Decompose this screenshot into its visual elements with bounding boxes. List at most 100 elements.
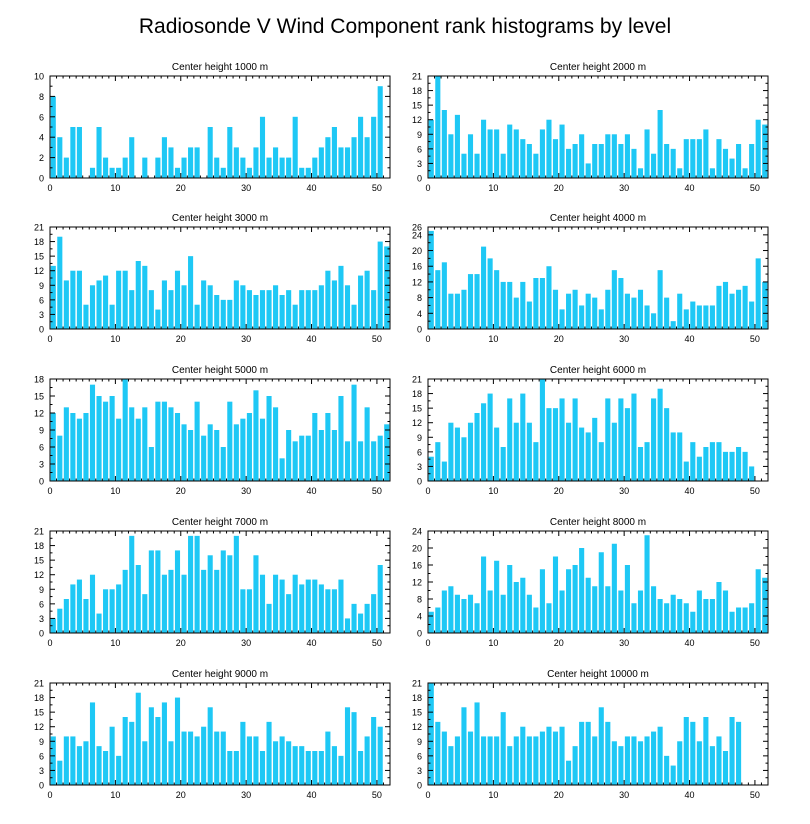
histogram-bar <box>220 167 226 178</box>
histogram-bar <box>325 731 331 785</box>
histogram-bar <box>579 305 585 329</box>
histogram-bar <box>57 137 63 178</box>
histogram-bar <box>168 407 174 481</box>
histogram-bar <box>428 230 434 329</box>
histogram-bar <box>57 608 63 633</box>
y-tick-label: 6 <box>39 295 44 305</box>
histogram-bar <box>142 265 148 329</box>
histogram-bar <box>566 293 572 329</box>
histogram-bar <box>690 442 696 481</box>
x-tick-label: 10 <box>110 486 120 496</box>
histogram-bar <box>371 290 377 329</box>
histogram-bar <box>155 309 161 329</box>
y-tick-label: 9 <box>39 737 44 747</box>
histogram-bar <box>174 167 181 178</box>
histogram-bar <box>214 569 220 633</box>
x-tick-label: 20 <box>176 486 186 496</box>
histogram-bar <box>312 290 318 329</box>
histogram-bar <box>637 590 644 633</box>
y-tick-label: 0 <box>39 629 44 639</box>
histogram-bar <box>441 590 447 633</box>
histogram-bar <box>201 435 207 481</box>
histogram-bar <box>611 422 617 481</box>
histogram-bar <box>351 384 357 481</box>
histogram-bar <box>520 577 526 633</box>
histogram-bar <box>174 550 181 633</box>
histogram-bar <box>579 134 585 178</box>
histogram-bar <box>109 304 115 329</box>
histogram-bar <box>142 157 148 178</box>
panel-title: Center height 9000 m <box>172 669 268 680</box>
y-tick-label: 9 <box>39 281 44 291</box>
y-tick-label: 21 <box>34 223 44 233</box>
histogram-bar <box>83 304 89 329</box>
histogram-bar <box>552 408 559 481</box>
x-tick-label: 40 <box>685 638 695 648</box>
histogram-bar <box>384 424 390 481</box>
panel-title: Center height 6000 m <box>550 365 646 376</box>
histogram-bar <box>546 408 552 481</box>
histogram-bar <box>371 717 377 785</box>
histogram-bar <box>364 407 370 481</box>
histogram-bar <box>103 157 109 178</box>
histogram-bar <box>76 746 82 785</box>
x-tick-label: 30 <box>619 183 629 193</box>
y-tick-label: 12 <box>412 578 422 588</box>
histogram-bar <box>233 280 239 329</box>
histogram-bar <box>749 301 755 329</box>
y-tick-label: 0 <box>417 325 422 335</box>
x-tick-label: 20 <box>554 334 564 344</box>
histogram-bar <box>83 413 89 481</box>
histogram-bar <box>142 594 148 633</box>
histogram-bar <box>722 148 729 178</box>
y-tick-label: 18 <box>412 389 422 399</box>
histogram-bar <box>161 702 167 785</box>
histogram-bar <box>292 116 298 178</box>
histogram-bar <box>122 157 128 178</box>
histogram-bar <box>240 285 246 329</box>
x-tick-label: 50 <box>372 790 382 800</box>
histogram-bar <box>461 599 467 633</box>
histogram-bar <box>539 569 545 633</box>
x-tick-label: 20 <box>554 638 564 648</box>
histogram-bar <box>129 535 135 633</box>
x-tick-label: 0 <box>425 334 430 344</box>
y-tick-label: 3 <box>417 462 422 472</box>
histogram-bar <box>677 432 683 481</box>
histogram-bar <box>461 437 467 481</box>
histogram-bar <box>709 305 715 329</box>
histogram-bar <box>467 422 474 481</box>
histogram-bar <box>664 144 670 178</box>
histogram-bar <box>631 736 637 785</box>
histogram-bar <box>703 447 709 481</box>
histogram-bar <box>246 736 252 785</box>
histogram-bar <box>507 565 513 633</box>
histogram-bar <box>273 147 279 178</box>
y-tick-label: 15 <box>412 101 422 111</box>
histogram-bar <box>351 603 357 633</box>
y-tick-label: 12 <box>412 115 422 125</box>
y-tick-label: 21 <box>34 679 44 689</box>
x-tick-label: 50 <box>750 638 760 648</box>
panel-title: Center height 7000 m <box>172 517 268 528</box>
histogram-bar <box>371 594 377 633</box>
y-tick-label: 6 <box>39 599 44 609</box>
histogram-bar <box>351 137 357 178</box>
histogram-bar <box>70 584 76 633</box>
histogram-bar <box>89 384 96 481</box>
x-tick-label: 40 <box>307 638 317 648</box>
histogram-bar <box>598 309 604 329</box>
histogram-bar <box>135 418 141 481</box>
histogram-bar <box>618 398 624 481</box>
histogram-bar <box>592 736 598 785</box>
histogram-bar <box>533 442 539 481</box>
histogram-bar <box>344 707 351 785</box>
histogram-bar <box>566 422 572 481</box>
histogram-bar <box>709 168 715 178</box>
y-tick-label: 9 <box>417 130 422 140</box>
y-tick-label: 15 <box>412 404 422 414</box>
histogram-bar <box>286 594 292 633</box>
histogram-bar <box>736 447 742 481</box>
histogram-bar <box>716 285 722 329</box>
histogram-bar <box>305 751 311 785</box>
